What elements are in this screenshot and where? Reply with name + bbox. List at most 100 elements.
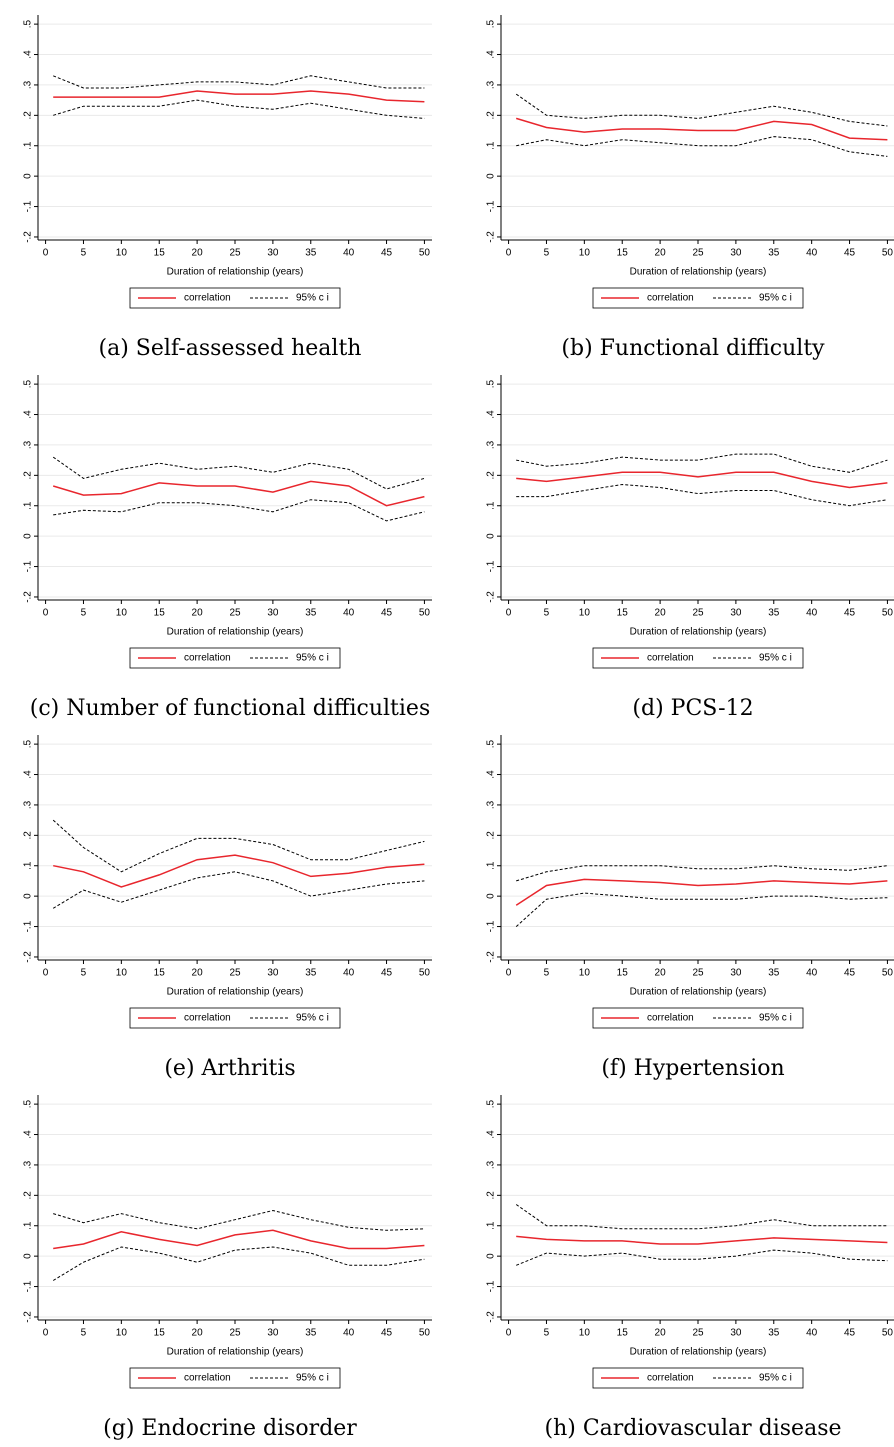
y-tick-label: .2	[23, 111, 34, 120]
y-tick-label: .4	[486, 410, 497, 419]
series-line	[515, 892, 888, 927]
y-tick-label: .3	[23, 800, 34, 809]
x-tick-label: 30	[730, 968, 742, 979]
y-tick-label: 0	[486, 893, 497, 899]
y-tick-label: -.1	[23, 920, 34, 932]
x-tick-label: 25	[229, 608, 241, 619]
x-tick-label: 20	[192, 968, 204, 979]
y-tick-label: 0	[23, 533, 34, 539]
x-tick-label: 35	[305, 248, 317, 259]
x-tick-label: 5	[81, 608, 87, 619]
y-tick-label: .3	[23, 80, 34, 89]
x-tick-label: 50	[882, 608, 894, 619]
x-tick-label: 10	[116, 968, 128, 979]
x-axis-title: Duration of relationship (years)	[167, 627, 304, 638]
y-tick-label: .1	[23, 141, 34, 150]
x-tick-label: 40	[343, 608, 355, 619]
y-tick-label: .2	[23, 471, 34, 480]
x-tick-label: 30	[730, 1328, 742, 1339]
x-tick-label: 0	[506, 608, 512, 619]
x-tick-label: 40	[343, 968, 355, 979]
x-tick-label: 50	[882, 968, 894, 979]
x-tick-label: 15	[154, 1328, 166, 1339]
x-tick-label: 35	[305, 608, 317, 619]
y-tick-label: -.1	[23, 560, 34, 572]
chart-panel: -.2 -.1 0 .1 .2 .3 .4 .5 0 5 10 15 20 25 30 35 40 45 50 Dur…	[23, 15, 432, 361]
x-tick-label: 25	[229, 1328, 241, 1339]
caption: (e) Arthritis	[164, 1056, 295, 1081]
x-tick-label: 15	[617, 248, 629, 259]
x-tick-label: 30	[730, 248, 742, 259]
x-tick-label: 45	[381, 968, 393, 979]
y-tick-label: -.1	[23, 1280, 34, 1292]
legend-label: 95% c i	[759, 1013, 792, 1024]
x-tick-label: 0	[43, 248, 49, 259]
series-line	[53, 854, 425, 888]
x-tick-label: 15	[154, 608, 166, 619]
y-tick-label: .3	[486, 1160, 497, 1169]
y-tick-label: .3	[486, 800, 497, 809]
x-tick-label: 20	[192, 1328, 204, 1339]
y-tick-label: .2	[23, 1191, 34, 1200]
x-tick-label: 30	[267, 608, 279, 619]
y-tick-label: .5	[23, 740, 34, 749]
x-tick-label: 35	[305, 968, 317, 979]
legend-label: correlation	[184, 653, 231, 664]
series-line	[516, 865, 888, 882]
x-tick-label: 50	[419, 1328, 431, 1339]
x-tick-label: 10	[116, 248, 128, 259]
x-tick-label: 20	[655, 1328, 667, 1339]
x-tick-label: 45	[381, 608, 393, 619]
legend-box	[592, 1007, 804, 1029]
x-axis-title: Duration of relationship (years)	[167, 987, 304, 998]
legend-label: correlation	[647, 1013, 694, 1024]
legend-label: 95% c i	[296, 1013, 329, 1024]
y-tick-label: .2	[486, 831, 497, 840]
legend-label: correlation	[184, 1013, 231, 1024]
y-tick-label: .5	[486, 20, 497, 29]
y-tick-label: .5	[486, 380, 497, 389]
series-line	[53, 499, 425, 522]
caption: (f) Hypertension	[601, 1056, 784, 1081]
legend-box	[592, 287, 804, 309]
x-tick-label: 50	[419, 968, 431, 979]
y-tick-label: .5	[23, 380, 34, 389]
x-tick-label: 45	[844, 968, 856, 979]
legend-label: correlation	[647, 653, 694, 664]
y-tick-label: .2	[486, 1191, 497, 1200]
x-tick-label: 0	[43, 968, 49, 979]
y-tick-label: 0	[486, 533, 497, 539]
y-tick-label: .5	[486, 740, 497, 749]
x-tick-label: 5	[81, 248, 87, 259]
x-tick-label: 50	[882, 248, 894, 259]
series-line	[53, 1209, 425, 1231]
x-tick-label: 0	[506, 1328, 512, 1339]
x-axis-title: Duration of relationship (years)	[167, 267, 304, 278]
y-tick-label: .1	[486, 1221, 497, 1230]
x-tick-label: 25	[692, 968, 704, 979]
x-tick-label: 5	[544, 248, 550, 259]
series-line	[52, 456, 425, 490]
x-tick-label: 25	[692, 608, 704, 619]
x-tick-label: 40	[806, 1328, 818, 1339]
y-tick-label: .3	[486, 80, 497, 89]
legend-label: 95% c i	[296, 653, 329, 664]
x-tick-label: 15	[617, 968, 629, 979]
legend-label: correlation	[647, 293, 694, 304]
x-tick-label: 15	[154, 248, 166, 259]
x-tick-label: 50	[882, 1328, 894, 1339]
legend-label: 95% c i	[759, 1373, 792, 1384]
x-tick-label: 0	[43, 608, 49, 619]
y-tick-label: 0	[486, 173, 497, 179]
y-tick-label: .3	[23, 440, 34, 449]
chart-panel: -.2 -.1 0 .1 .2 .3 .4 .5 0 5 10 15 20 25 30 35 40 45 50 Dur…	[23, 735, 432, 1081]
x-tick-label: 50	[419, 608, 431, 619]
chart-panel: -.2 -.1 0 .1 .2 .3 .4 .5 0 5 10 15 20 25 30 35 40 45 50 Dur…	[486, 15, 894, 361]
series-line	[52, 871, 425, 909]
x-tick-label: 45	[844, 248, 856, 259]
x-tick-label: 40	[806, 248, 818, 259]
x-tick-label: 30	[267, 1328, 279, 1339]
x-tick-label: 5	[81, 968, 87, 979]
x-tick-label: 40	[343, 248, 355, 259]
x-tick-label: 0	[43, 1328, 49, 1339]
